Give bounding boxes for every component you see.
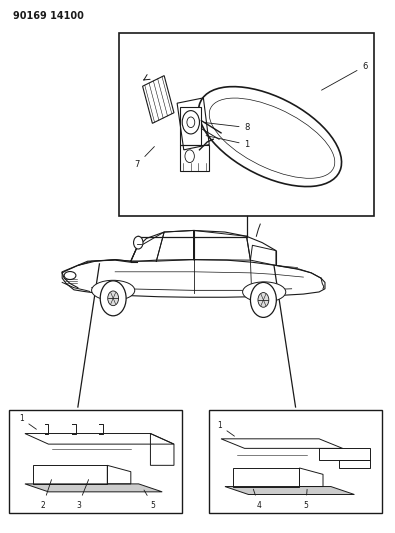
Circle shape	[182, 111, 199, 134]
Circle shape	[108, 291, 118, 305]
Text: 7: 7	[135, 147, 154, 168]
Polygon shape	[25, 484, 162, 492]
Text: 4: 4	[253, 489, 261, 510]
Text: 1: 1	[19, 414, 36, 429]
Circle shape	[250, 282, 276, 317]
Bar	[119, 33, 374, 216]
Polygon shape	[225, 487, 354, 495]
Circle shape	[134, 236, 143, 249]
Ellipse shape	[243, 282, 286, 302]
Bar	[9, 410, 182, 513]
Text: 2: 2	[41, 480, 51, 510]
Bar	[209, 410, 382, 513]
Text: 90169 14100: 90169 14100	[13, 11, 84, 21]
Text: 1: 1	[206, 135, 250, 149]
Text: 8: 8	[205, 123, 250, 132]
Text: 5: 5	[303, 489, 308, 510]
Polygon shape	[180, 108, 201, 144]
Text: 3: 3	[76, 480, 88, 510]
Text: 1: 1	[217, 421, 235, 436]
Circle shape	[258, 293, 269, 307]
Ellipse shape	[92, 280, 135, 301]
Text: 6: 6	[322, 62, 368, 90]
Circle shape	[185, 150, 194, 163]
Circle shape	[187, 117, 195, 127]
Circle shape	[100, 281, 126, 316]
Text: 5: 5	[144, 490, 155, 510]
